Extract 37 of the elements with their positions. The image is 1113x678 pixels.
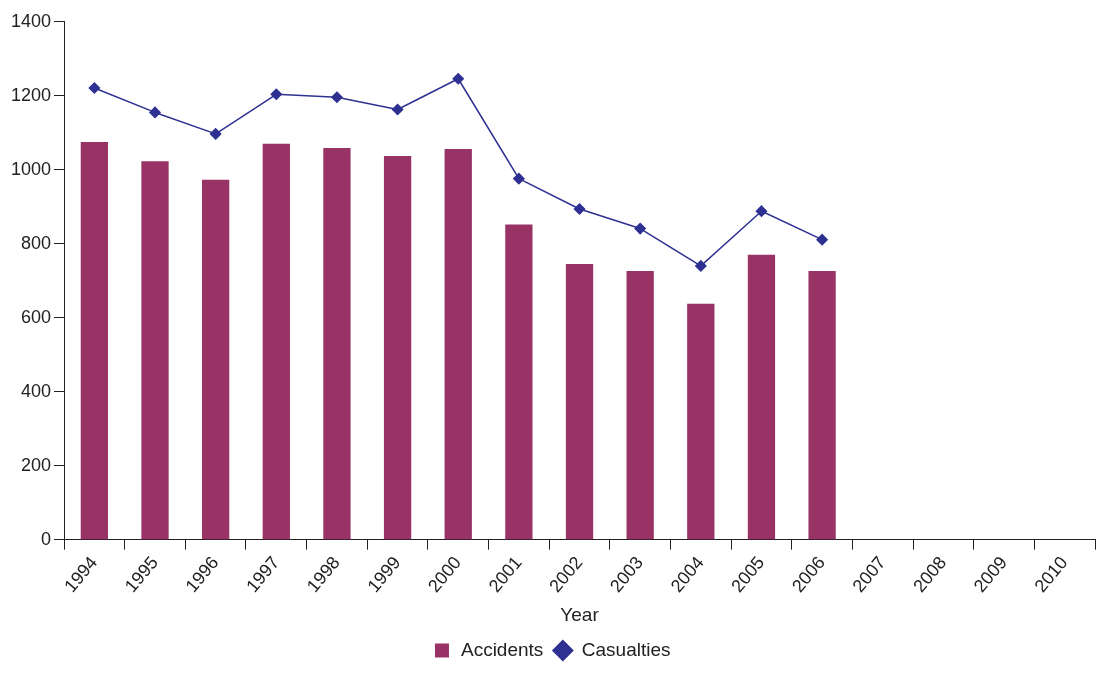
bar (141, 161, 169, 540)
y-tick-label: 1400 (11, 10, 52, 31)
bar (626, 271, 654, 540)
point (88, 82, 101, 94)
point (391, 103, 404, 116)
bar (80, 142, 109, 540)
point (209, 128, 222, 140)
y-tick-label: 200 (21, 454, 52, 475)
point (755, 205, 768, 217)
point (149, 106, 161, 119)
y-tick-label: 0 (41, 528, 52, 549)
legend-label: Casualties (581, 638, 671, 660)
point (816, 233, 828, 246)
y-tick-label: 1000 (11, 158, 52, 179)
bar (202, 179, 230, 540)
point (513, 172, 525, 185)
point (270, 88, 283, 101)
point (634, 222, 646, 235)
y-tick-label: 400 (21, 380, 52, 401)
legend-label: Accidents (460, 638, 544, 660)
y-tick-label: 800 (21, 232, 52, 253)
y-tick-label: 1200 (11, 84, 52, 105)
bar (747, 254, 776, 540)
x-axis-title: Year (560, 603, 600, 625)
point (695, 260, 707, 272)
bar (565, 264, 594, 540)
bar (444, 149, 472, 540)
point (452, 73, 464, 85)
bar (262, 143, 290, 540)
bar (687, 303, 715, 540)
point (331, 91, 343, 104)
bar (808, 271, 836, 540)
point (573, 203, 586, 215)
bar (505, 224, 533, 540)
bar (383, 156, 412, 540)
y-tick-label: 600 (21, 306, 52, 327)
bar (323, 147, 351, 540)
